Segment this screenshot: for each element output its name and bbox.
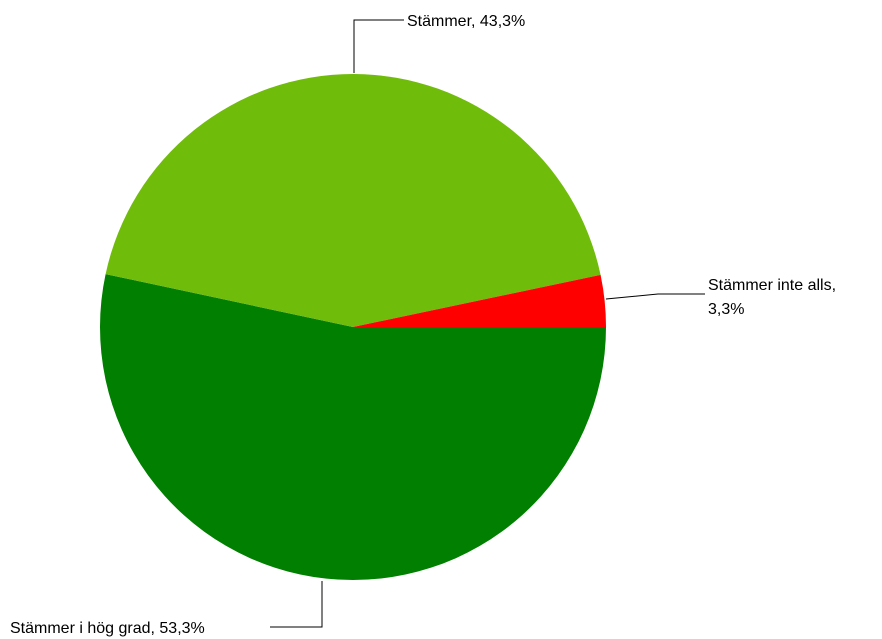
pie-slice-hog-grad [100, 274, 606, 581]
leader-line-stammer [353, 19, 404, 73]
leader-line-hog-grad [270, 581, 323, 628]
pie-slice-stammer [105, 74, 601, 327]
data-label-inte-alls-line2: 3,3% [708, 301, 744, 318]
leader-line-inte-alls [605, 293, 705, 300]
pie-slices [100, 74, 606, 581]
data-label-hog-grad: Stämmer i hög grad, 53,3% [10, 620, 205, 637]
data-label-inte-alls-line1: Stämmer inte alls, [708, 277, 836, 294]
data-label-stammer: Stämmer, 43,3% [407, 13, 525, 30]
pie-slice-inte-alls [353, 274, 606, 327]
